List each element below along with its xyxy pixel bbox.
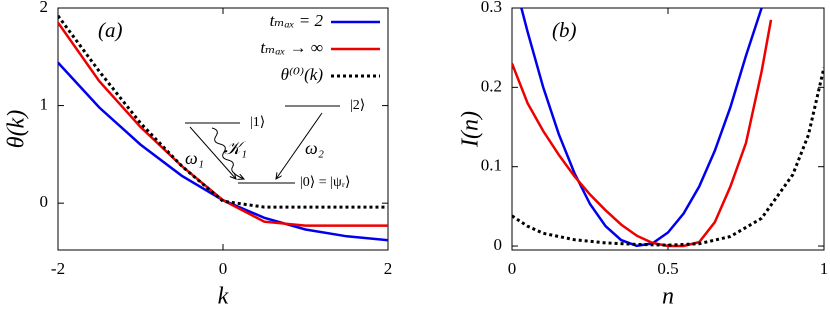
y-tick-label: 0.1 (481, 156, 502, 175)
data-line (520, 8, 763, 248)
panel-label: (a) (98, 18, 123, 42)
annotation: |2⟩ (350, 98, 365, 113)
arrow-omega1 (189, 126, 236, 179)
wavy-arrow (211, 127, 244, 179)
annotation: |1⟩ (250, 115, 265, 130)
y-axis-label: I(n) (458, 111, 484, 148)
annotation: ω₁ (185, 148, 204, 168)
y-tick-label: 0.3 (481, 0, 502, 16)
x-tick-label: 1 (820, 259, 829, 278)
y-tick-label: 0 (494, 235, 503, 254)
plot-frame (511, 7, 825, 251)
annotation: ω₂ (305, 138, 324, 158)
y-tick-label: 1 (40, 94, 49, 113)
y-tick-label: 2 (40, 0, 49, 16)
legend-label: tₘₐₓ = 2 (270, 11, 324, 30)
data-line (512, 19, 773, 248)
data-line (512, 67, 824, 247)
x-axis-label: n (662, 284, 674, 310)
inset-diagram (185, 105, 340, 184)
x-tick-label: 2 (384, 259, 393, 278)
data-line (58, 21, 388, 227)
y-axis-label: θ(k) (4, 110, 30, 148)
annotation: |0⟩ = |ψᵣ⟩ (300, 175, 350, 190)
plot-frame (57, 7, 389, 251)
x-axis-label: k (218, 284, 229, 310)
y-tick-label: 0 (40, 192, 49, 211)
x-tick-label: 0 (508, 259, 517, 278)
x-tick-label: 0 (219, 259, 228, 278)
arrow-omega2 (276, 112, 323, 179)
x-tick-label: -2 (51, 259, 65, 278)
legend-label: θ⁽⁰⁾(k) (281, 65, 324, 84)
data-line (58, 14, 388, 209)
annotation: 𝒦₁ (224, 138, 247, 158)
legend-label: tₘₐₓ → ∞ (260, 38, 323, 57)
panel-label: (b) (552, 18, 577, 42)
y-tick-label: 0.2 (481, 76, 502, 95)
x-tick-label: 0.5 (657, 259, 678, 278)
